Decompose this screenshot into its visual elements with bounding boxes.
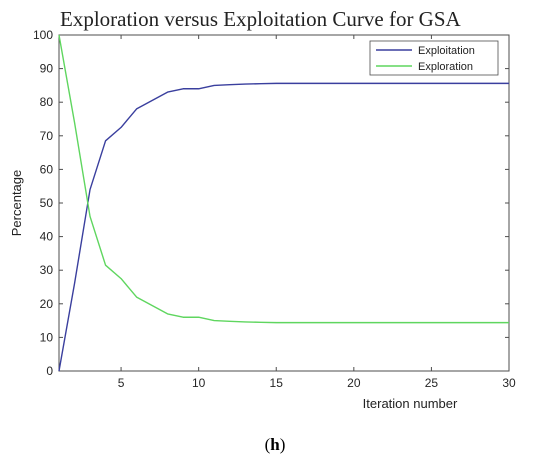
x-tick-label: 30	[502, 376, 516, 390]
legend: Exploitation Exploration	[369, 40, 499, 76]
caption-letter: h	[270, 435, 280, 454]
series-line-exploitation	[58, 82, 509, 372]
y-tick-label: 0	[46, 364, 53, 378]
x-tick-label: 10	[192, 376, 206, 390]
y-axis-ticks: 0 10 20 30 40 50 60 70 80 90 100	[33, 28, 509, 378]
axes-box	[58, 34, 510, 372]
x-tick-label: 20	[347, 376, 361, 390]
x-axis-label: Iteration number	[363, 396, 458, 411]
y-tick-label: 90	[40, 62, 54, 76]
plot-area: 0 10 20 30 40 50 60 70 80 90 100 5 10 15 20 25 30	[33, 28, 516, 390]
y-tick-label: 50	[40, 196, 54, 210]
series-line-exploration	[58, 34, 509, 324]
caption-open-paren: (	[265, 435, 271, 454]
x-tick-label: 15	[270, 376, 284, 390]
y-tick-label: 20	[40, 297, 54, 311]
legend-label-exploration: Exploration	[418, 61, 473, 73]
series-lines	[58, 34, 509, 372]
x-axis-ticks: 5 10 15 20 25 30	[118, 35, 516, 390]
x-tick-label: 25	[425, 376, 439, 390]
y-tick-label: 60	[40, 162, 54, 176]
y-tick-label: 100	[33, 28, 53, 42]
legend-label-exploitation: Exploitation	[418, 45, 475, 57]
figure-caption: (h)	[265, 435, 286, 454]
x-tick-label: 5	[118, 376, 125, 390]
y-axis-label: Percentage	[9, 170, 24, 237]
y-tick-label: 30	[40, 263, 54, 277]
y-tick-label: 40	[40, 230, 54, 244]
y-tick-label: 70	[40, 129, 54, 143]
caption-close-paren: )	[280, 435, 286, 454]
y-tick-label: 10	[40, 330, 54, 344]
y-tick-label: 80	[40, 95, 54, 109]
legend-box	[369, 40, 499, 76]
chart-title: Exploration versus Exploitation Curve fo…	[60, 7, 462, 31]
